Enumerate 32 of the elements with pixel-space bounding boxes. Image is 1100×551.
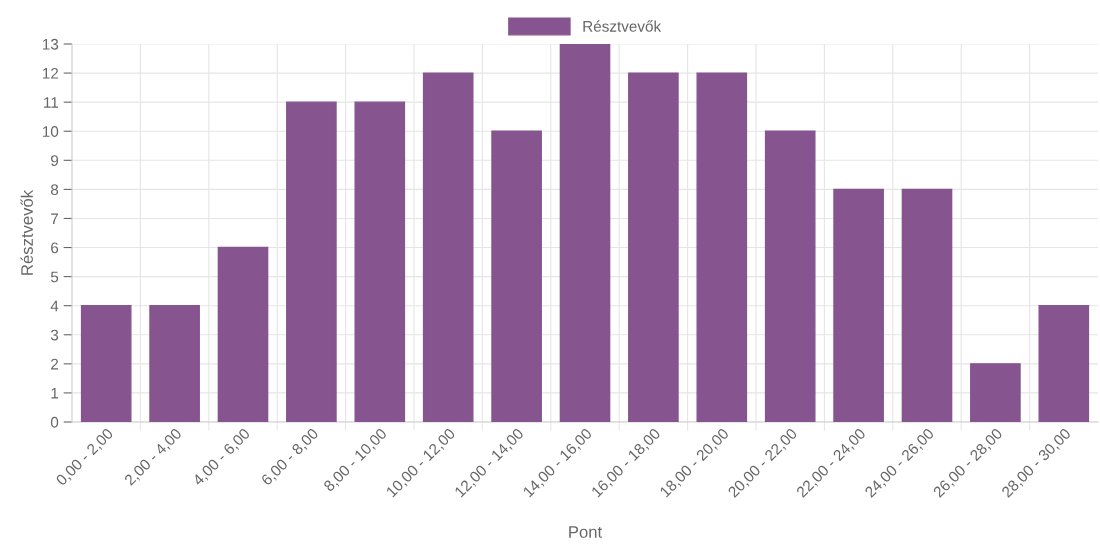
- bar: [217, 246, 269, 422]
- bar: [354, 101, 406, 422]
- bar: [149, 304, 200, 422]
- bar: [764, 130, 816, 422]
- y-tick-label: 5: [50, 271, 59, 283]
- y-tick-label: 12: [42, 67, 59, 79]
- bar: [80, 304, 132, 422]
- bar: [970, 363, 1021, 422]
- y-tick-label: 10: [42, 126, 59, 137]
- bar: [1038, 304, 1090, 422]
- legend-label: Résztvevők: [583, 20, 662, 32]
- y-tick-label: 4: [50, 300, 59, 312]
- bar: [833, 188, 884, 422]
- y-tick-label: 13: [42, 38, 59, 50]
- bar: [696, 72, 748, 422]
- y-tick-label: 3: [50, 329, 59, 341]
- bar: [628, 72, 679, 422]
- x-axis-title: Pont: [569, 526, 603, 538]
- y-tick-label: 11: [44, 97, 59, 108]
- bar: [491, 130, 542, 422]
- y-tick-label: 1: [51, 387, 59, 399]
- y-tick-label: 9: [51, 155, 59, 166]
- y-tick-label: 8: [50, 184, 59, 196]
- y-axis-title: Résztvevők: [20, 189, 33, 275]
- y-tick-label: 0: [50, 416, 59, 428]
- bar: [901, 188, 953, 422]
- bar: [422, 72, 474, 422]
- y-tick-label: 6: [51, 242, 59, 254]
- bar: [286, 101, 337, 422]
- bar: [559, 44, 611, 422]
- y-tick-label: 7: [51, 213, 59, 224]
- y-tick-label: 2: [51, 358, 59, 370]
